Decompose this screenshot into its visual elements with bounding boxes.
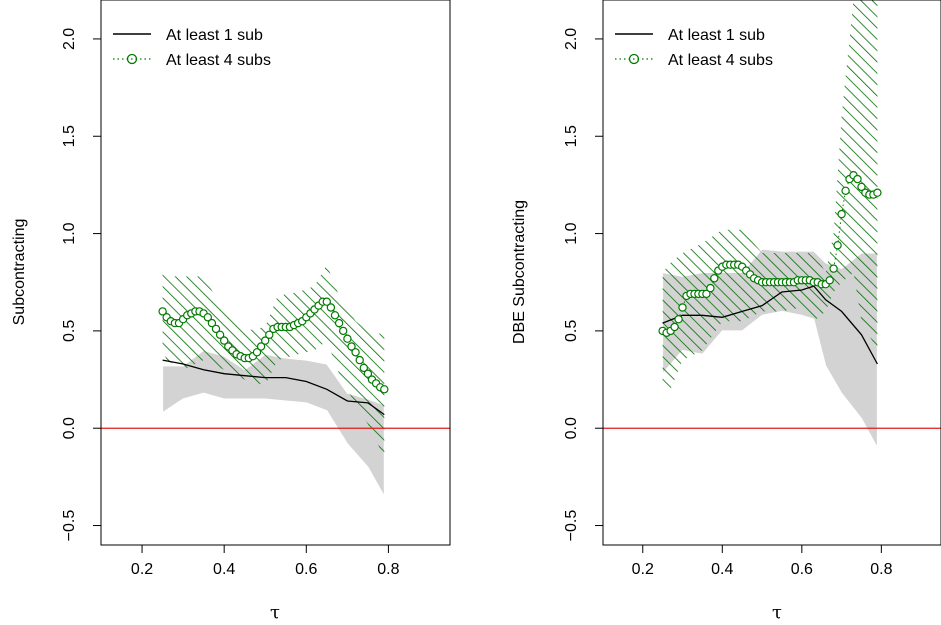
left-x-axis: 0.2 0.4 0.6 0.8 <box>131 544 400 578</box>
left-y-tick-label: 2.0 <box>61 28 78 50</box>
right-line-at-least-1-sub <box>662 285 878 365</box>
left-point-at-least-4-subs <box>347 342 356 351</box>
left-point-at-least-4-subs <box>265 330 274 339</box>
left-y-tick-label: 0.5 <box>61 320 78 342</box>
right-y-tick-label: −0.5 <box>563 510 580 542</box>
left-legend: At least 1 sub At least 4 subs <box>113 27 271 69</box>
left-point-at-least-4-subs <box>380 385 389 394</box>
right-point-at-least-4-subs <box>873 188 882 197</box>
left-line-at-least-1-sub <box>162 359 385 416</box>
right-x-axis-title: τ <box>772 602 782 623</box>
left-point-at-least-4-subs <box>343 334 352 343</box>
left-y-tick-label: 0.0 <box>61 417 78 439</box>
left-point-at-least-4-subs <box>326 303 336 312</box>
right-point-at-least-4-subs <box>841 186 850 195</box>
left-point-at-least-4-subs <box>252 348 262 357</box>
right-y-tick-label: 0.5 <box>563 320 580 342</box>
left-point-at-least-4-subs <box>256 342 266 351</box>
left-point-at-least-4-subs <box>330 311 340 320</box>
right-point-at-least-4-subs <box>833 241 842 250</box>
left-point-at-least-4-subs <box>261 336 270 345</box>
left-y-axis-title: Subcontracting <box>11 219 28 326</box>
right-chart-panel: 0.2 0.4 0.6 0.8 −0.5 0.0 0.5 1.0 1.5 2.0 τ DBE S… <box>511 0 941 623</box>
right-point-at-least-4-subs <box>678 303 687 312</box>
left-point-at-least-4-subs <box>211 324 221 334</box>
right-plot-area <box>603 0 941 448</box>
right-legend-marker-2 <box>628 53 640 65</box>
left-x-tick-label: 0.4 <box>213 561 235 578</box>
right-point-at-least-4-subs <box>706 283 715 293</box>
left-points <box>158 297 389 394</box>
right-x-tick-label: 0.6 <box>791 561 813 578</box>
right-point-at-least-4-subs <box>857 182 866 192</box>
right-x-tick-label: 0.4 <box>711 561 733 578</box>
left-plot-area <box>101 264 450 499</box>
right-legend: At least 1 sub At least 4 subs <box>615 27 773 69</box>
left-x-tick-label: 0.8 <box>377 561 399 578</box>
left-point-at-least-4-subs <box>339 326 348 336</box>
right-point-at-least-4-subs <box>825 276 834 285</box>
right-point-at-least-4-subs <box>670 322 679 332</box>
left-x-tick-label: 0.2 <box>131 561 153 578</box>
right-point-at-least-4-subs <box>710 274 719 283</box>
left-bands <box>162 264 385 499</box>
right-bands <box>662 0 878 448</box>
right-y-tick-label: 1.5 <box>563 125 580 147</box>
left-point-at-least-4-subs <box>219 336 229 345</box>
left-y-tick-label: 1.0 <box>61 222 78 244</box>
left-point-at-least-4-subs <box>207 318 217 328</box>
left-band-at-least-4-subs <box>162 264 385 458</box>
right-x-tick-label: 0.8 <box>870 561 892 578</box>
right-point-at-least-4-subs <box>837 209 846 219</box>
right-legend-label-1: At least 1 sub <box>668 27 765 44</box>
right-points <box>658 170 882 337</box>
right-y-tick-label: 2.0 <box>563 28 580 50</box>
left-point-at-least-4-subs <box>359 363 368 373</box>
left-point-at-least-4-subs <box>351 348 360 357</box>
left-x-tick-label: 0.6 <box>295 561 317 578</box>
left-legend-label-2: At least 4 subs <box>166 52 271 69</box>
right-point-at-least-4-subs <box>674 315 683 324</box>
left-y-tick-label: −0.5 <box>61 510 78 542</box>
left-point-at-least-4-subs <box>322 297 331 306</box>
left-point-at-least-4-subs <box>355 355 364 365</box>
right-y-axis-title: DBE Subcontracting <box>511 200 528 344</box>
right-y-tick-label: 0.0 <box>563 417 580 439</box>
left-x-axis-title: τ <box>270 602 280 623</box>
right-point-at-least-4-subs <box>829 264 838 273</box>
left-plot-frame <box>100 0 451 546</box>
left-point-at-least-4-subs <box>334 318 344 328</box>
left-chart-panel: 0.2 0.4 0.6 0.8 −0.5 0.0 0.5 1.0 1.5 2.0 τ Subco… <box>11 0 451 623</box>
left-point-at-least-4-subs <box>203 313 212 322</box>
right-y-tick-label: 1.0 <box>563 222 580 244</box>
left-point-at-least-4-subs <box>215 330 225 339</box>
left-y-axis: −0.5 0.0 0.5 1.0 1.5 2.0 <box>61 28 102 542</box>
right-x-axis: 0.2 0.4 0.6 0.8 <box>632 544 893 578</box>
right-legend-label-2: At least 4 subs <box>668 52 773 69</box>
right-x-tick-label: 0.2 <box>632 561 654 578</box>
right-band-at-least-4-subs <box>662 0 878 390</box>
left-point-at-least-4-subs <box>363 369 373 378</box>
right-point-at-least-4-subs <box>853 174 862 184</box>
left-legend-label-1: At least 1 sub <box>166 27 263 44</box>
left-legend-marker-2 <box>126 53 138 65</box>
right-point-at-least-4-subs <box>702 289 711 299</box>
left-point-at-least-4-subs <box>158 307 167 316</box>
right-y-axis: −0.5 0.0 0.5 1.0 1.5 2.0 <box>563 28 604 542</box>
left-y-tick-label: 1.5 <box>61 125 78 147</box>
